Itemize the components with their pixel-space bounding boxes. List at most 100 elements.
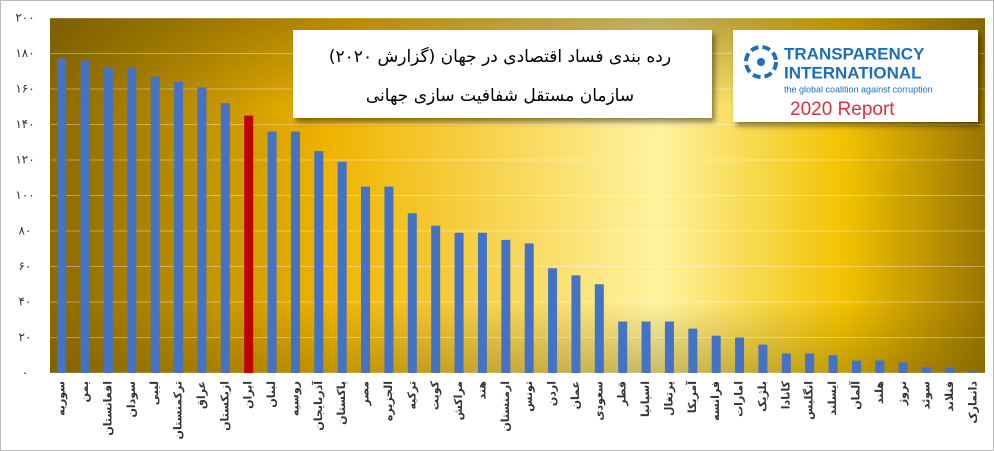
bar [548, 268, 558, 373]
x-tick-label: یمن [78, 381, 91, 402]
x-tick-label: عمان [569, 381, 582, 409]
x-tick-label: آمریکا [685, 381, 699, 413]
bar [828, 355, 838, 373]
bar [290, 131, 300, 373]
x-tick-label: ترکمنستان [172, 381, 185, 439]
bar [851, 360, 861, 373]
x-tick-label: ارمنستان [499, 381, 512, 432]
y-tick-label: ۶۰ [19, 259, 32, 273]
x-tick-label: عراق [195, 381, 208, 409]
x-tick-label: انگلیس [803, 381, 816, 420]
bar [267, 131, 277, 373]
bar [150, 76, 160, 373]
x-tick-label: تونس [522, 381, 535, 412]
bar [384, 186, 394, 373]
x-tick-label: ازبکستان [218, 381, 231, 431]
y-tick-label: ۱۶۰ [15, 82, 34, 96]
bar [571, 275, 581, 373]
bar [968, 371, 978, 373]
y-tick-label: ۲۰۰ [15, 11, 34, 25]
y-tick-label: ۴۰ [19, 295, 32, 309]
bar [711, 335, 721, 373]
y-tick-label: ۲۰ [19, 330, 32, 344]
marks: ۰ ۲۰ ۴۰ ۶۰ ۸۰ ۱۰۰ ۱۲۰ ۱۴۰ ۱۶۰ ۱۸۰ ۲۰۰ سوریه یمن افغان… [15, 11, 985, 439]
bar [688, 328, 698, 373]
bar [477, 232, 487, 373]
x-tick-label: کانادا [779, 380, 792, 409]
x-tick-label: پرتغال [662, 381, 675, 416]
bar [524, 243, 534, 373]
x-tick-label: بلژیک [756, 381, 769, 412]
bar [57, 58, 67, 373]
logo-line: TRANSPARENCY [784, 44, 925, 63]
x-tick-label: هلند [873, 381, 886, 404]
chart-subtitle: سازمان مستقل شفافیت سازی جهانی [366, 86, 634, 106]
x-tick-label: مصر [359, 381, 372, 407]
x-tick-label: آذربایجان [311, 381, 325, 431]
logo-line: INTERNATIONAL [784, 63, 922, 82]
bar [641, 321, 651, 373]
bar [431, 225, 441, 373]
x-tick-label: قطر [616, 381, 629, 407]
x-tick-label: سعودی [592, 381, 605, 421]
x-tick-label: روسیه [288, 381, 301, 416]
title-box [293, 30, 712, 118]
x-tick-label: نروژ [896, 381, 909, 406]
x-tick-label: سوریه [55, 381, 68, 416]
x-tick-label: فرانسه [709, 381, 722, 421]
bar [454, 232, 464, 373]
y-tick-label: ۱۸۰ [15, 46, 34, 60]
bar [244, 115, 254, 373]
bar [197, 87, 207, 373]
x-tick-label: افغانستان [101, 381, 114, 436]
x-tick-label: اردن [546, 381, 559, 406]
bar [407, 213, 417, 373]
bar [875, 360, 885, 373]
logo-icon-dot [757, 58, 765, 66]
bar [945, 367, 955, 373]
y-tick-label: ۱۴۰ [15, 117, 34, 131]
bar [898, 362, 908, 373]
bar [501, 239, 511, 373]
logo-icon [744, 45, 778, 79]
y-tick-label: ۱۲۰ [15, 153, 34, 167]
y-tick-label: ۸۰ [19, 224, 32, 238]
x-tick-label: ایسلند [826, 381, 839, 415]
x-tick-label: الجزیره [382, 381, 395, 421]
bar [80, 60, 90, 373]
x-tick-label: لبنان [265, 381, 278, 408]
bar [805, 353, 815, 373]
bar [337, 161, 347, 373]
bar [758, 344, 768, 373]
bar [781, 353, 791, 373]
y-tick-label: ۰ [22, 366, 28, 380]
x-tick-label: پاکستان [335, 381, 348, 425]
x-tick-label: فنلاند [943, 381, 956, 412]
x-tick-label: سوئد [920, 381, 933, 409]
logo-tagline: the global coalition against corruption [784, 84, 933, 94]
bar [618, 321, 628, 373]
bar [103, 67, 113, 373]
bar [220, 103, 230, 373]
x-tick-label: آلمان [848, 381, 862, 410]
chart-title: رده بندی فساد اقتصادی در جهان (گزارش ۲۰۲… [329, 46, 671, 67]
bar [594, 284, 604, 373]
bar [735, 337, 745, 373]
x-tick-label: ایران [242, 381, 255, 409]
y-tick-label: ۱۰۰ [15, 188, 34, 202]
bar [174, 81, 184, 374]
x-tick-label: امارات [733, 381, 746, 417]
x-tick-label: دانمارک [966, 381, 979, 424]
bar [127, 67, 137, 373]
bar [314, 151, 324, 373]
logo-report: 2020 Report [790, 99, 895, 120]
logo-box [733, 30, 978, 122]
x-tick-label: هند [475, 381, 488, 399]
bar [361, 186, 371, 373]
x-tick-label: اسپانیا [639, 381, 652, 417]
x-tick-label: لیبی [148, 381, 161, 405]
x-tick-label: مراکش [452, 381, 465, 420]
bar [664, 321, 674, 373]
x-tick-label: ترکیه [405, 381, 418, 410]
